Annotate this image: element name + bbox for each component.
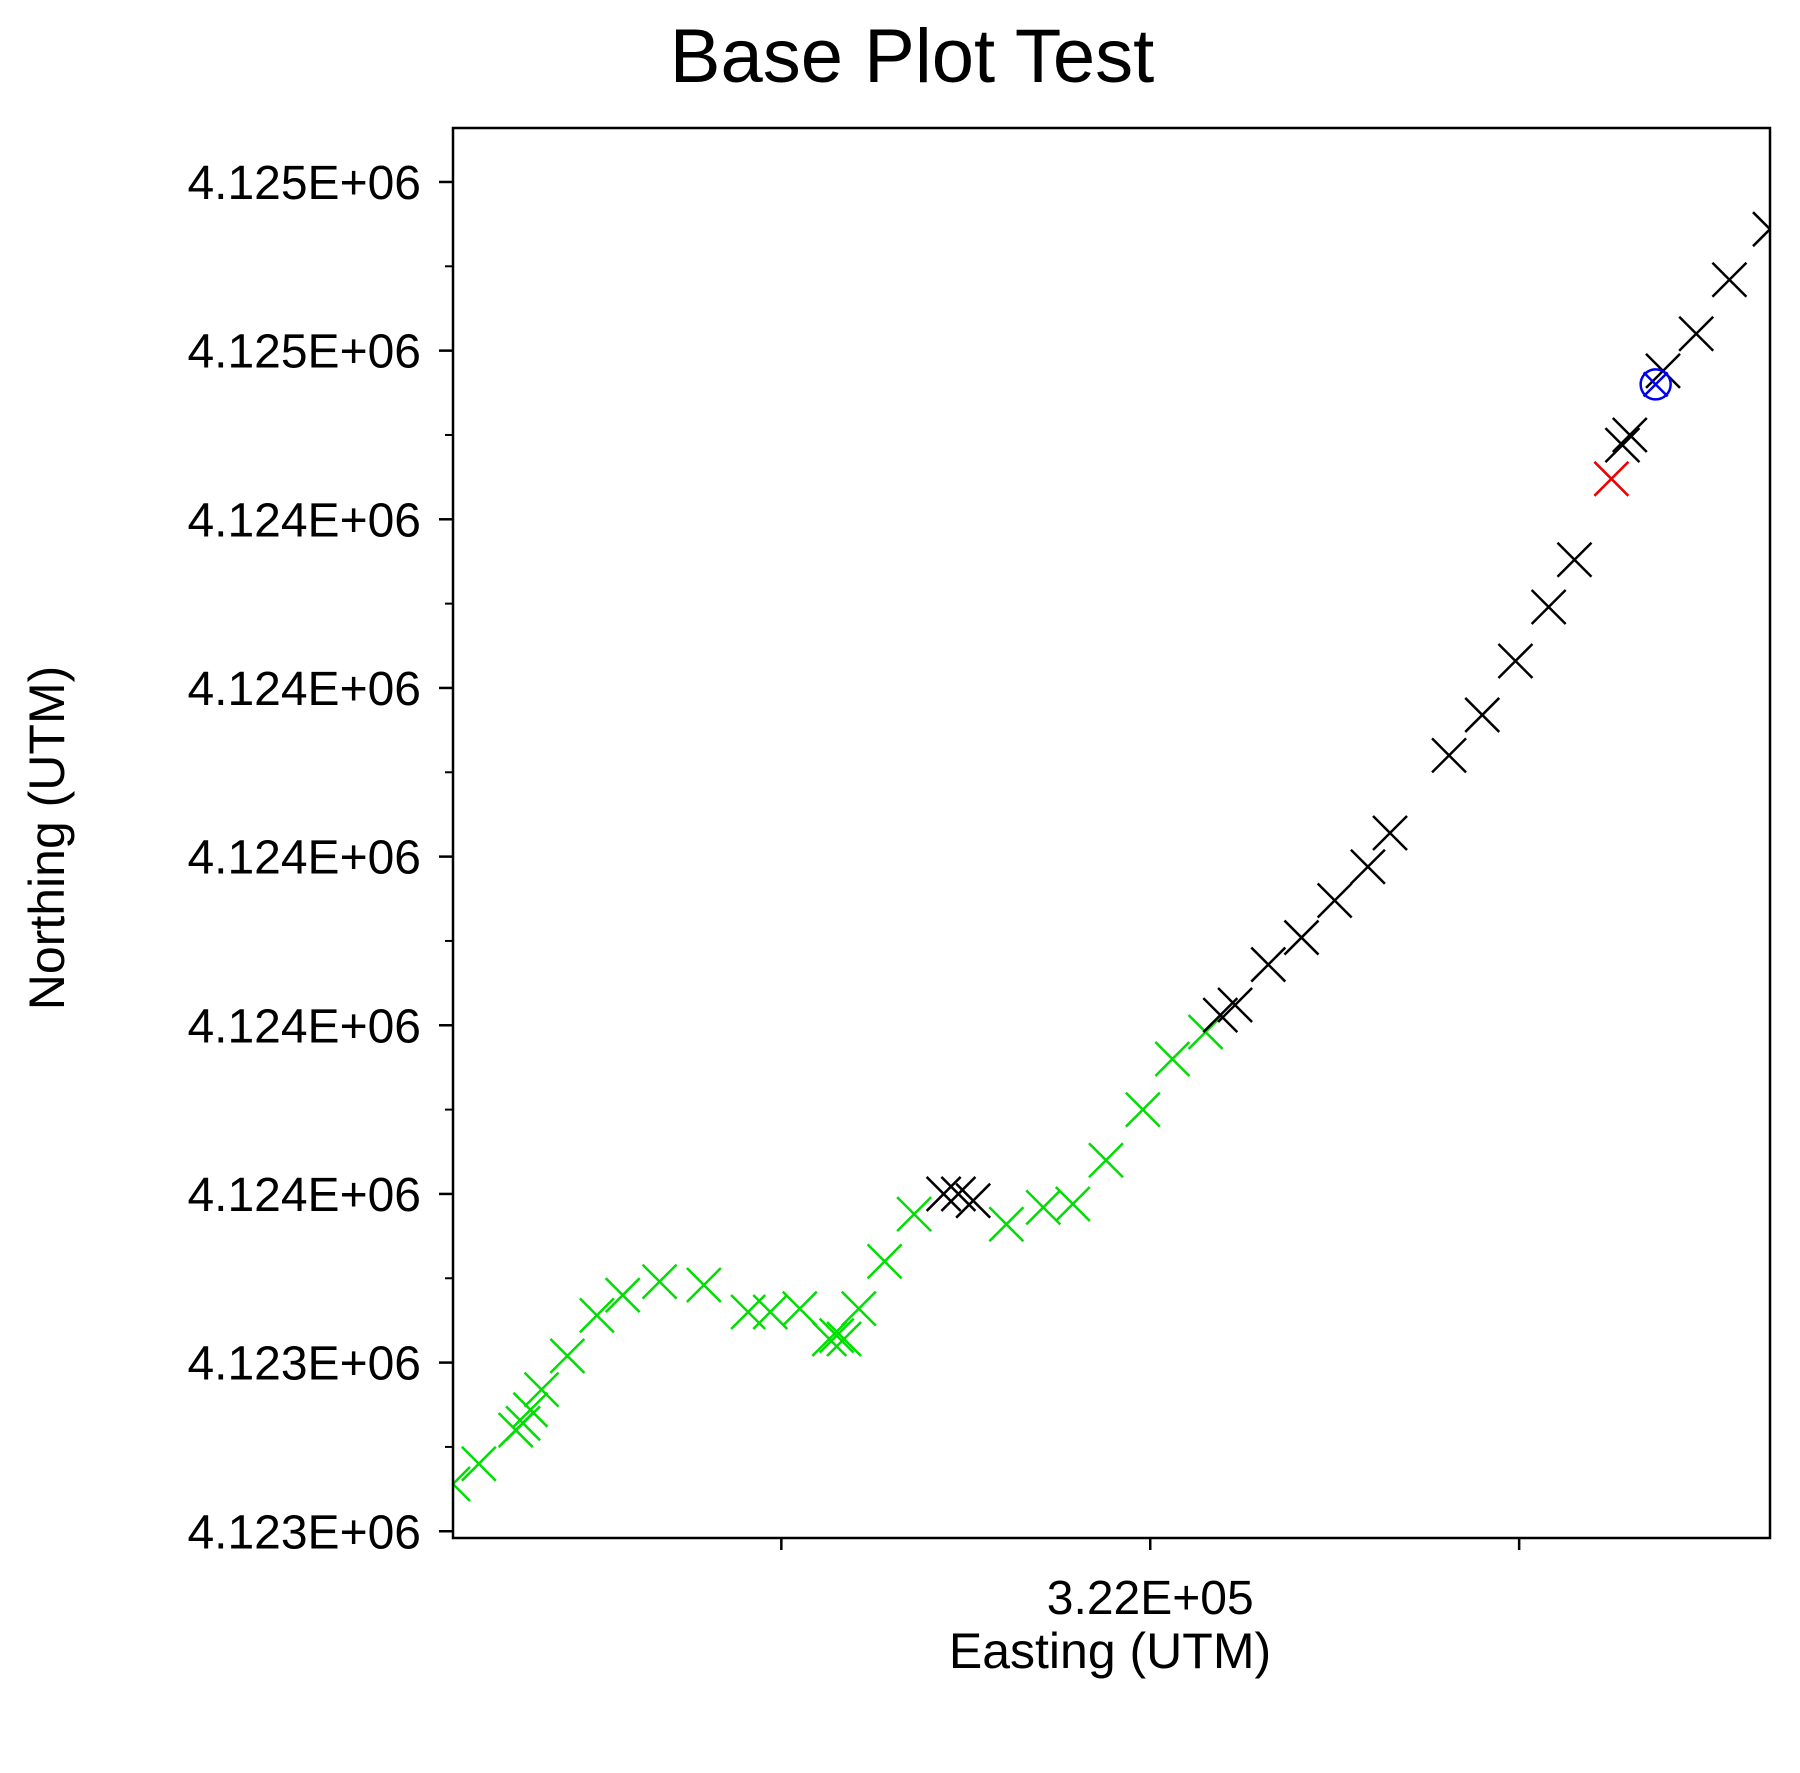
data-point-marker [818, 1317, 855, 1354]
data-point-marker [1124, 1091, 1161, 1128]
data-point-marker [1187, 1014, 1224, 1050]
marks-layer [453, 211, 1770, 1502]
data-point-marker [1250, 946, 1287, 983]
data-point-marker [1678, 315, 1715, 352]
data-point-marker [460, 1445, 497, 1482]
data-point-marker [781, 1290, 818, 1327]
data-point-marker [826, 1321, 862, 1357]
data-point-marker [523, 1371, 560, 1408]
data-point-marker [1217, 987, 1253, 1023]
data-point-marker [752, 1294, 789, 1330]
ticks-layer: 4.123E+06 4.123E+06 4.124E+06 4.124E+06 4.12… [187, 157, 1521, 1625]
data-point-marker [988, 1206, 1025, 1243]
plot-frame [451, 126, 1772, 1540]
data-point-marker [955, 1182, 992, 1219]
chart-title: Base Plot Test [670, 14, 1154, 99]
data-point-marker [1497, 643, 1534, 679]
y-tick-label: 4.124E+06 [187, 1169, 421, 1222]
data-point-marker [1316, 882, 1353, 919]
data-point-marker [1350, 848, 1386, 885]
y-axis-label: Northing (UTM) [19, 666, 75, 1010]
data-point-marker [549, 1337, 586, 1374]
data-point-marker [512, 1391, 549, 1428]
y-tick-label: 4.124E+06 [187, 494, 421, 547]
data-point-marker [1611, 417, 1648, 453]
data-point-marker [1025, 1189, 1062, 1226]
data-point-marker [896, 1196, 933, 1233]
data-point-marker [505, 1405, 541, 1442]
data-point-marker [940, 1176, 977, 1212]
data-point-marker [453, 1466, 471, 1502]
data-point-marker [1556, 541, 1593, 578]
data-point-marker [925, 1176, 962, 1212]
data-point-marker [840, 1290, 877, 1327]
x-tick-label: 3.22E+05 [1047, 1572, 1254, 1625]
data-point-marker [1593, 460, 1630, 497]
data-point-marker [604, 1277, 641, 1314]
data-point-marker [641, 1263, 678, 1300]
y-tick-label: 4.123E+06 [187, 1506, 421, 1559]
data-point-marker [685, 1267, 722, 1303]
data-point-marker [866, 1243, 903, 1280]
data-point-marker [1372, 815, 1408, 851]
data-point-marker [1752, 211, 1770, 248]
data-point-marker [1530, 589, 1567, 625]
data-point-marker [1283, 919, 1320, 956]
y-tick-label: 4.124E+06 [187, 1000, 421, 1053]
data-point-marker [1464, 697, 1501, 733]
highlight-point-marker [1639, 368, 1672, 401]
data-point-marker [1604, 427, 1641, 463]
data-point-marker [1088, 1142, 1124, 1179]
data-point-marker [578, 1297, 615, 1334]
y-tick-label: 4.125E+06 [187, 157, 421, 210]
x-axis-label: Easting (UTM) [949, 1623, 1271, 1679]
y-tick-label: 4.123E+06 [187, 1338, 421, 1391]
y-tick-label: 4.125E+06 [187, 326, 421, 379]
data-point-marker [811, 1321, 848, 1357]
data-point-marker [1711, 261, 1748, 298]
data-point-marker [1054, 1186, 1091, 1222]
data-point-marker [1202, 997, 1239, 1034]
y-tick-label: 4.124E+06 [187, 663, 421, 716]
y-tick-label: 4.124E+06 [187, 832, 421, 885]
data-point-marker [1431, 737, 1467, 774]
data-point-marker [1154, 1041, 1191, 1077]
